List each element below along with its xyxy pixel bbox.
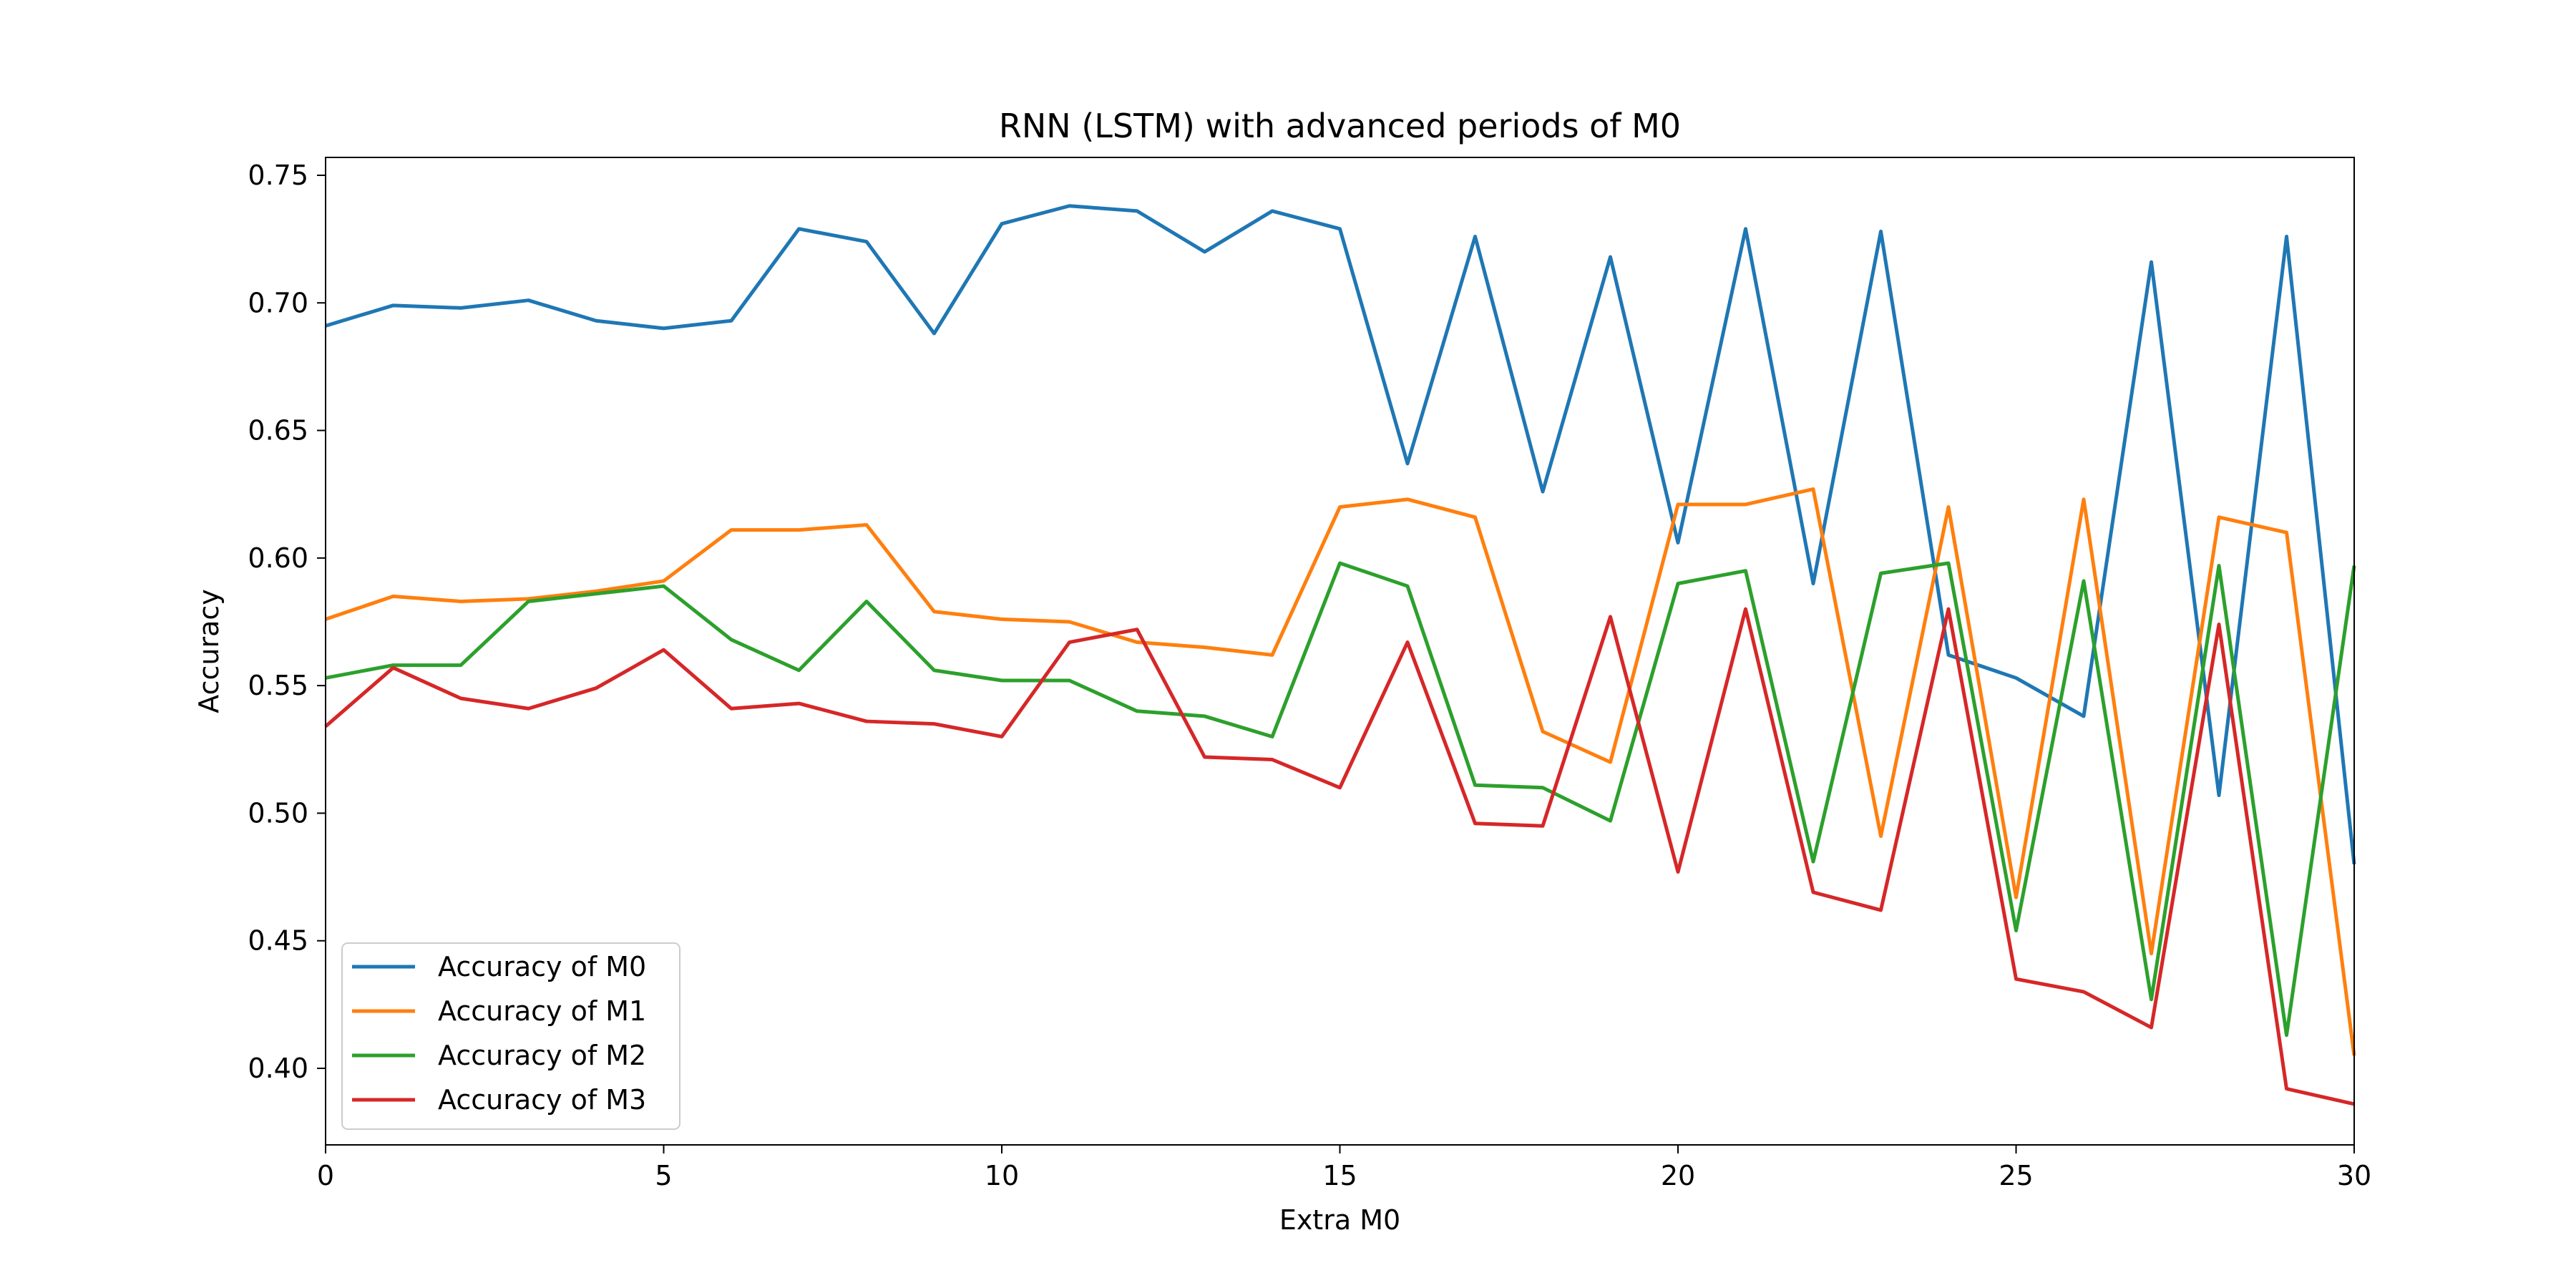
y-tick-label: 0.50 bbox=[248, 797, 308, 829]
x-tick-label: 15 bbox=[1322, 1160, 1357, 1191]
y-tick-label: 0.40 bbox=[248, 1053, 308, 1084]
y-axis: 0.40 0.45 0.50 0.55 0.60 0.65 0.70 0.75 bbox=[248, 160, 326, 1084]
x-tick-label: 0 bbox=[317, 1160, 334, 1191]
series-line-accuracy-of-m1 bbox=[325, 487, 2356, 1056]
legend-label: Accuracy of M2 bbox=[438, 1040, 646, 1071]
title-layer: RNN (LSTM) with advanced periods of M0 bbox=[999, 107, 1681, 145]
legend: Accuracy of M0 Accuracy of M1 Accuracy of … bbox=[341, 942, 680, 1130]
x-tick-label: 30 bbox=[2337, 1160, 2371, 1191]
y-tick-label: 0.75 bbox=[248, 160, 308, 191]
legend-label: Accuracy of M0 bbox=[438, 951, 646, 982]
x-tick-label: 5 bbox=[655, 1160, 672, 1191]
legend-box bbox=[341, 942, 680, 1130]
x-axis-label: Extra M0 bbox=[1279, 1204, 1400, 1236]
x-tick-label: 10 bbox=[985, 1160, 1019, 1191]
y-tick-label: 0.60 bbox=[248, 542, 308, 574]
series-line-accuracy-of-m0 bbox=[325, 204, 2356, 865]
series-layer bbox=[324, 204, 2356, 1106]
series-line-accuracy-of-m2 bbox=[325, 561, 2356, 1038]
y-tick-label: 0.45 bbox=[248, 925, 308, 957]
series-line-accuracy-of-m3 bbox=[324, 607, 2355, 1106]
legend-label: Accuracy of M3 bbox=[438, 1084, 646, 1116]
chart-title: RNN (LSTM) with advanced periods of M0 bbox=[999, 107, 1681, 145]
y-tick-label: 0.65 bbox=[248, 415, 308, 447]
x-axis: 0 5 10 15 20 25 30 bbox=[317, 1145, 2371, 1191]
legend-label: Accuracy of M1 bbox=[438, 995, 646, 1027]
x-tick-label: 20 bbox=[1661, 1160, 1695, 1191]
y-axis-label: Accuracy bbox=[193, 589, 225, 713]
x-tick-label: 25 bbox=[1999, 1160, 2033, 1191]
y-tick-label: 0.70 bbox=[248, 287, 308, 318]
y-tick-label: 0.55 bbox=[248, 670, 308, 701]
